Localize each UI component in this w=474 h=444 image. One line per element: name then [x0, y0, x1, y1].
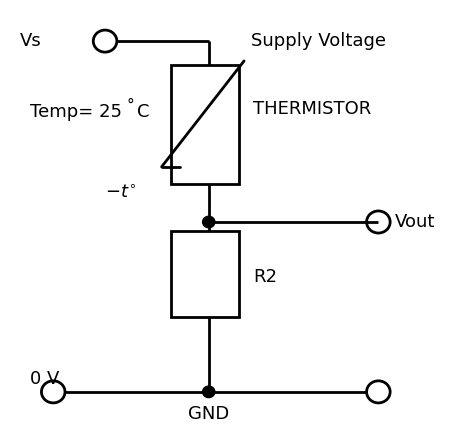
Text: C: C: [137, 103, 150, 121]
Text: Supply Voltage: Supply Voltage: [251, 32, 386, 50]
Circle shape: [202, 216, 215, 228]
Text: °: °: [126, 98, 134, 113]
Text: 0 V: 0 V: [30, 370, 59, 388]
Text: GND: GND: [188, 405, 229, 423]
Text: Temp= 25: Temp= 25: [30, 103, 122, 121]
Text: Vout: Vout: [395, 213, 435, 231]
Text: R2: R2: [254, 268, 277, 286]
Text: THERMISTOR: THERMISTOR: [254, 100, 372, 119]
Text: $-t^{\circ}$: $-t^{\circ}$: [105, 184, 137, 202]
Text: Vs: Vs: [20, 32, 42, 50]
Bar: [171, 231, 239, 317]
Bar: [171, 65, 239, 185]
Circle shape: [202, 386, 215, 398]
